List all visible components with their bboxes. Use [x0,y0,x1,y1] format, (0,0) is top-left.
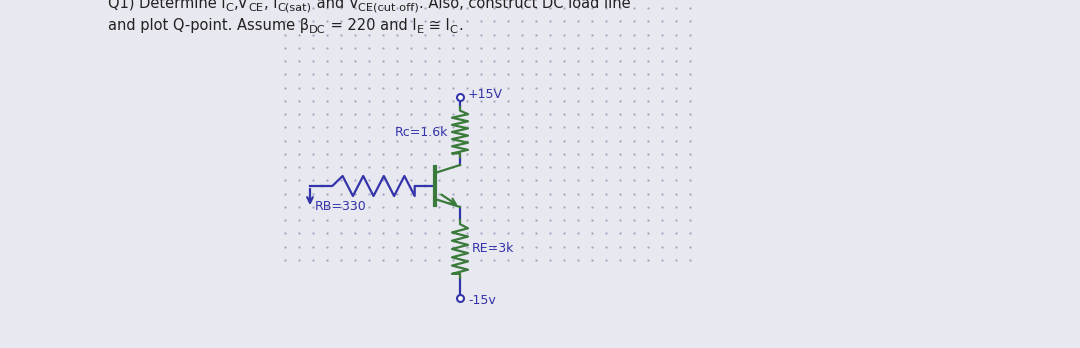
Text: +15V: +15V [468,88,503,102]
Text: Rc=1.6k: Rc=1.6k [394,126,448,139]
Text: = 220 and I: = 220 and I [326,18,417,33]
Text: CE: CE [248,3,264,13]
Text: ,V: ,V [233,0,248,11]
Text: Q1) Determine I: Q1) Determine I [108,0,226,11]
Text: RB=330: RB=330 [315,200,367,213]
Text: DC: DC [309,25,326,35]
Text: , I: , I [264,0,278,11]
Text: CE(cut off): CE(cut off) [359,3,419,13]
Text: C(sat): C(sat) [278,3,311,13]
Text: C: C [449,25,458,35]
Text: and plot Q-point. Assume β: and plot Q-point. Assume β [108,18,309,33]
Text: E: E [417,25,423,35]
Text: ≅ I: ≅ I [424,18,449,33]
Text: .: . [458,18,462,33]
Text: and V: and V [311,0,359,11]
Text: -15v: -15v [468,293,496,307]
Text: . Also, construct DC load line: . Also, construct DC load line [419,0,631,11]
Text: C: C [226,3,233,13]
Text: RE=3k: RE=3k [472,243,514,255]
